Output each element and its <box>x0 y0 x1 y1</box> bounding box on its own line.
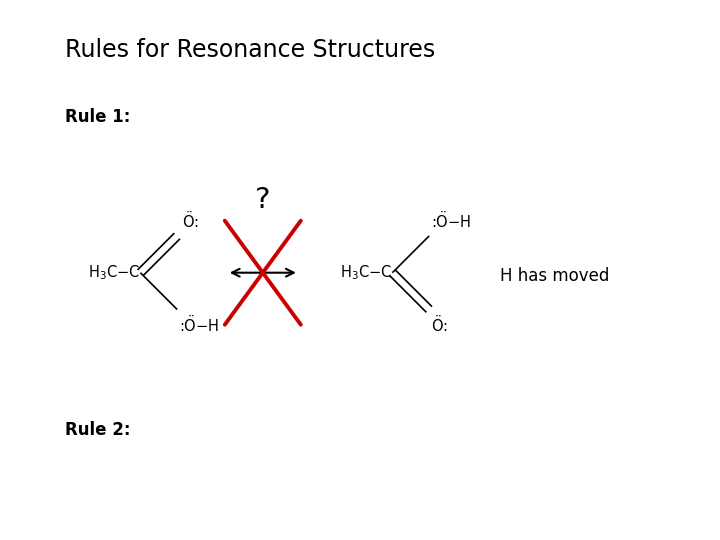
Text: :$\ddot{\mathrm{O}}$$-$H: :$\ddot{\mathrm{O}}$$-$H <box>179 314 220 335</box>
Text: Rule 2:: Rule 2: <box>65 421 130 439</box>
Text: H$_3$C$-$C: H$_3$C$-$C <box>341 264 392 282</box>
Text: $\ddot{\mathrm{O}}$:: $\ddot{\mathrm{O}}$: <box>431 314 448 335</box>
Text: H has moved: H has moved <box>500 267 610 286</box>
Text: $\ddot{\mathrm{O}}$:: $\ddot{\mathrm{O}}$: <box>182 210 199 231</box>
Text: H$_3$C$-$C: H$_3$C$-$C <box>89 264 140 282</box>
Text: :$\ddot{\mathrm{O}}$$-$H: :$\ddot{\mathrm{O}}$$-$H <box>431 210 472 231</box>
Text: Rules for Resonance Structures: Rules for Resonance Structures <box>65 38 435 62</box>
Text: ?: ? <box>255 186 271 214</box>
Text: Rule 1:: Rule 1: <box>65 108 130 126</box>
